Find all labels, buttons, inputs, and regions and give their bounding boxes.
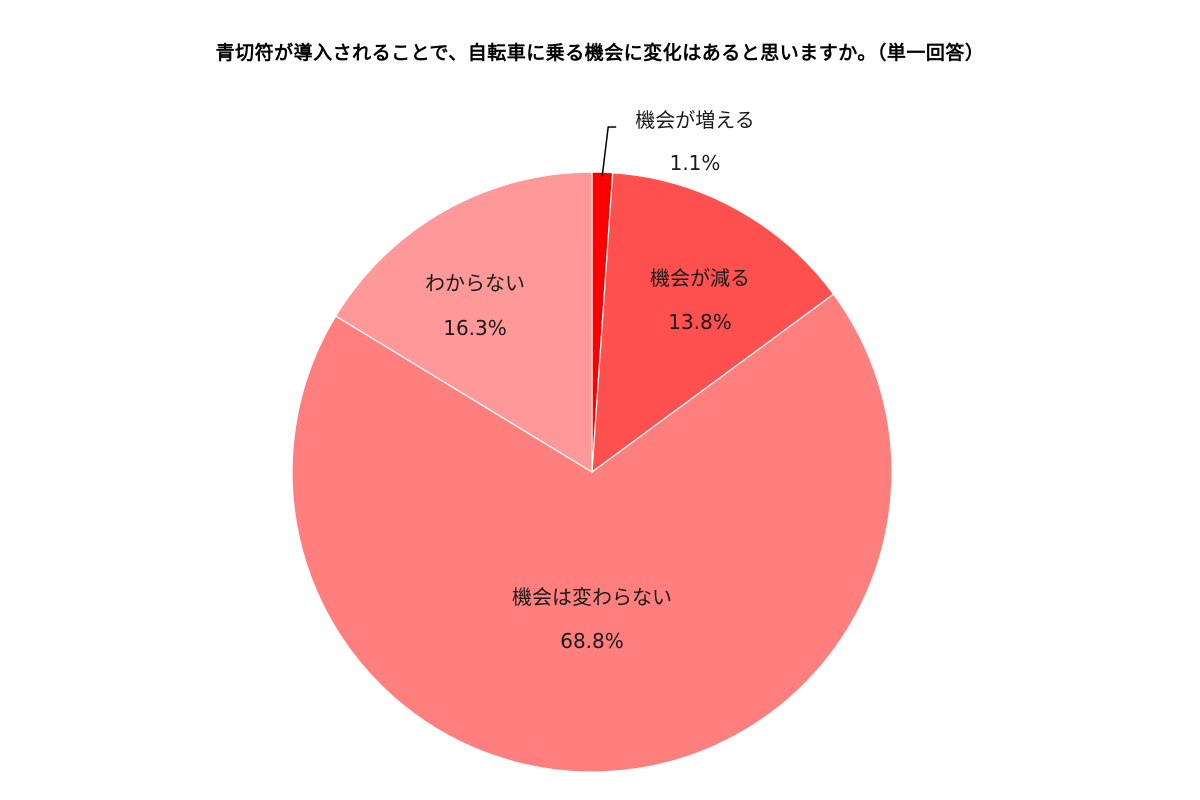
pie-slices bbox=[291, 171, 893, 773]
slice-value-1: 1.1% bbox=[670, 151, 721, 175]
pie-slice-2 bbox=[591, 172, 835, 474]
slice-value-2: 13.8% bbox=[668, 310, 732, 334]
pie-slice-3 bbox=[291, 293, 893, 773]
chart-title: 青切符が導入されることで、自転車に乗る機会に変化はあると思いますか。（単一回答） bbox=[215, 42, 985, 64]
pie-labels: 機会が増える 1.1% 機会が減る 13.8% 機会は変わらない 68.8% わからない 16… bbox=[425, 108, 755, 653]
slice-label-4: わからない bbox=[425, 271, 525, 295]
slice-value-3: 68.8% bbox=[560, 629, 624, 653]
slice-label-2: 機会が減る bbox=[650, 266, 750, 290]
pie-slice-4 bbox=[334, 171, 593, 474]
leader-line-1 bbox=[601, 126, 617, 177]
slice-value-4: 16.3% bbox=[443, 316, 507, 340]
pie-leader-lines bbox=[601, 126, 617, 177]
slice-label-1: 機会が増える bbox=[635, 108, 754, 132]
slice-label-3: 機会は変わらない bbox=[512, 585, 672, 609]
